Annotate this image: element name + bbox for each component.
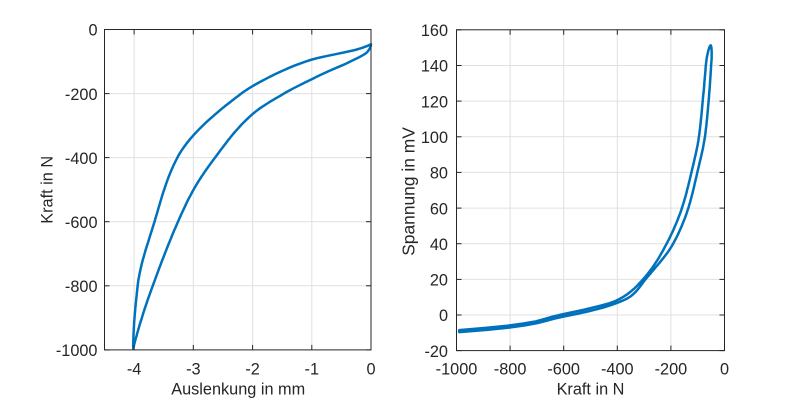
svg-text:-1000: -1000	[436, 360, 478, 378]
svg-text:-600: -600	[65, 214, 98, 232]
svg-text:-1000: -1000	[56, 342, 98, 360]
svg-text:-800: -800	[494, 360, 527, 378]
svg-text:-200: -200	[655, 360, 688, 378]
svg-text:-800: -800	[65, 278, 98, 296]
svg-text:0: 0	[366, 360, 375, 378]
svg-text:0: 0	[439, 307, 448, 325]
svg-text:-20: -20	[424, 343, 448, 361]
svg-text:120: 120	[421, 93, 448, 111]
svg-text:60: 60	[430, 200, 448, 218]
svg-text:Kraft in N: Kraft in N	[39, 156, 57, 224]
svg-text:-400: -400	[65, 150, 98, 168]
svg-text:-2: -2	[245, 360, 259, 378]
svg-text:0: 0	[88, 22, 97, 40]
svg-text:160: 160	[421, 22, 448, 40]
svg-text:-1: -1	[305, 360, 319, 378]
svg-text:140: 140	[421, 58, 448, 76]
svg-text:-3: -3	[186, 360, 200, 378]
svg-text:80: 80	[430, 165, 448, 183]
svg-text:Spannung in mV: Spannung in mV	[398, 127, 418, 256]
svg-text:20: 20	[430, 272, 448, 290]
svg-text:Kraft in N: Kraft in N	[557, 381, 625, 399]
svg-text:0: 0	[720, 360, 729, 378]
svg-text:Auslenkung in mm: Auslenkung in mm	[171, 381, 305, 399]
svg-text:-200: -200	[65, 86, 98, 104]
svg-text:100: 100	[421, 129, 448, 147]
svg-text:-400: -400	[601, 360, 634, 378]
svg-text:40: 40	[430, 236, 448, 254]
svg-text:-4: -4	[127, 360, 141, 378]
svg-text:-600: -600	[547, 360, 580, 378]
